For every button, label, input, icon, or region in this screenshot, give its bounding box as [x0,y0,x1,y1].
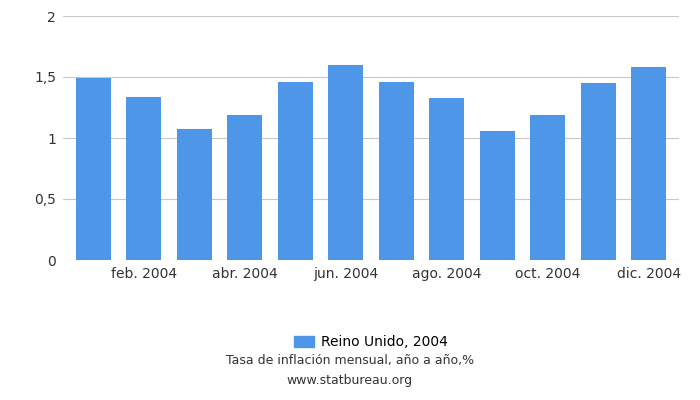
Bar [328,65,363,260]
Bar [278,82,313,260]
Bar [126,96,162,260]
Legend: Reino Unido, 2004: Reino Unido, 2004 [295,335,447,349]
Text: Tasa de inflación mensual, año a año,%: Tasa de inflación mensual, año a año,% [226,354,474,367]
Bar [480,131,515,260]
Bar [530,115,566,260]
Bar [631,67,666,260]
Text: www.statbureau.org: www.statbureau.org [287,374,413,387]
Bar [379,82,414,260]
Bar [227,115,262,260]
Bar [76,78,111,260]
Bar [429,98,464,260]
Bar [580,83,616,260]
Bar [176,130,212,260]
